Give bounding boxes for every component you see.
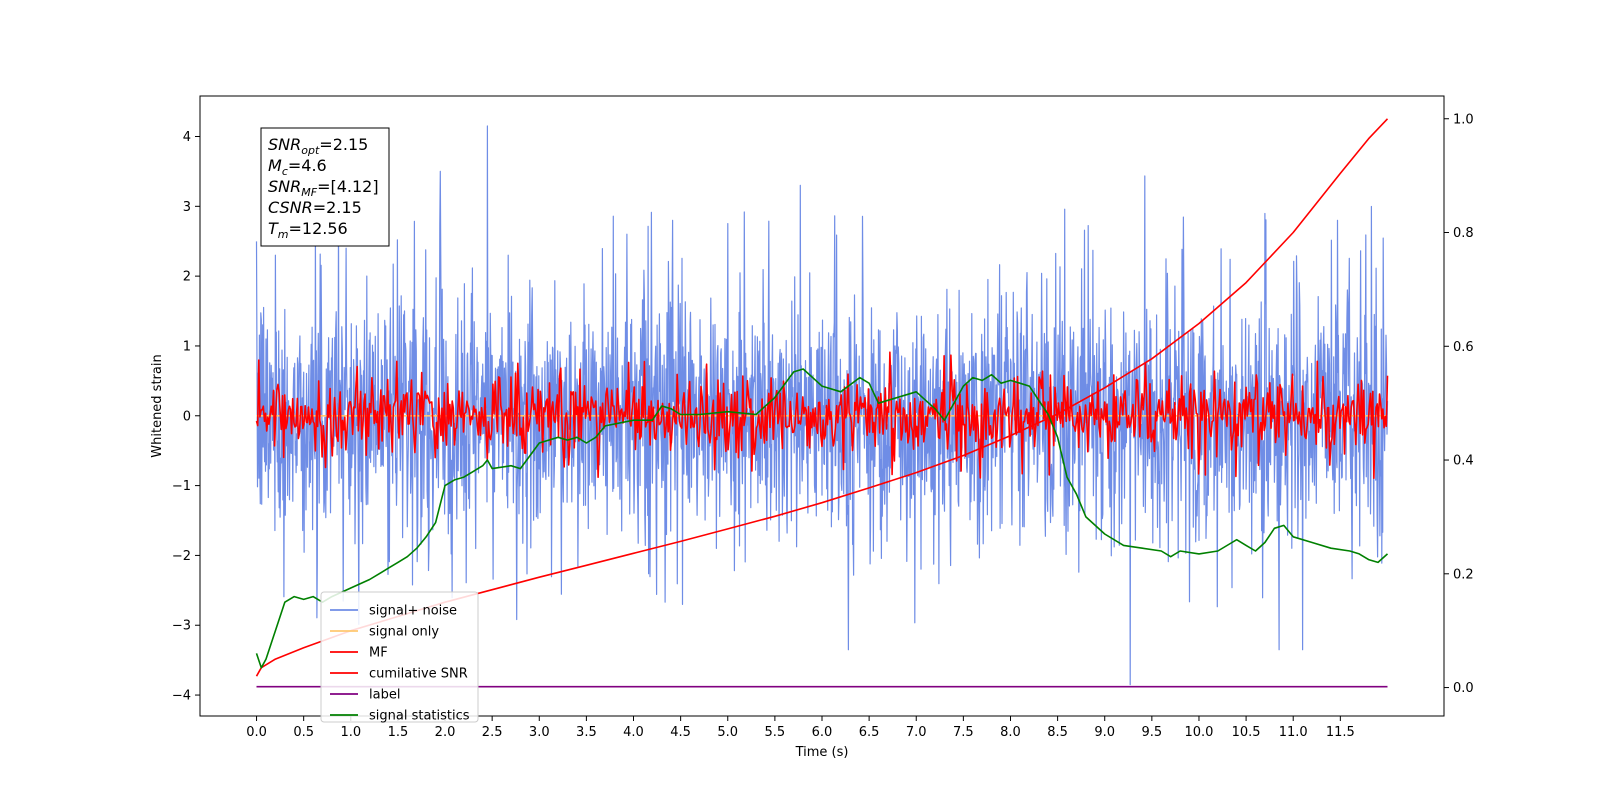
info-line: SNRMF=[4.12] (268, 177, 379, 199)
series-line-mf (255, 351, 1389, 479)
legend-label-signal-statistics: signal statistics (369, 709, 470, 724)
series-line-signal-noise (255, 125, 1389, 686)
x-tick-label: 2.0 (435, 725, 456, 740)
y-axis-right: 0.0 0.2 0.4 0.6 0.8 1.0 (1444, 112, 1474, 696)
legend: signal+ noise signal only MF cumilative SNR… (320, 591, 479, 724)
info-symbol: CSNR (268, 198, 313, 217)
info-subscript: m (278, 228, 289, 241)
x-tick-label: 9.5 (1142, 725, 1163, 740)
info-value: =2.15 (313, 198, 362, 217)
x-axis: 0.0 0.5 1.0 1.5 2.0 2.5 3.0 3.5 4.0 4.5 5.0 5.5 6.0 6… (246, 716, 1355, 740)
y2-tick-label: 1.0 (1453, 112, 1474, 127)
y2-tick-label: 0.4 (1453, 454, 1474, 469)
x-tick-label: 8.0 (1000, 725, 1021, 740)
y-tick-label: 0 (183, 409, 191, 424)
series-line-signal-statistics (255, 368, 1389, 669)
info-symbol: T (268, 219, 279, 238)
x-tick-label: 6.5 (859, 725, 880, 740)
info-line: SNRopt=2.15 (268, 135, 368, 157)
x-tick-label: 6.0 (812, 725, 833, 740)
legend-label-label: label (369, 688, 400, 703)
y2-tick-label: 0.0 (1453, 681, 1474, 696)
y-tick-label: −4 (172, 689, 191, 704)
legend-label-signal-only: signal only (369, 625, 439, 640)
x-tick-label: 4.5 (670, 725, 691, 740)
y-tick-label: 1 (183, 339, 191, 354)
info-line: Tm=12.56 (268, 219, 348, 241)
info-subscript: MF (301, 186, 317, 199)
info-subscript: opt (301, 144, 320, 157)
legend-label-signal-noise: signal+ noise (369, 604, 457, 619)
y-tick-label: −2 (172, 549, 191, 564)
x-tick-label: 2.5 (482, 725, 503, 740)
info-symbol: SNR (268, 177, 301, 196)
y2-tick-label: 0.6 (1453, 340, 1474, 355)
x-tick-label: 8.5 (1047, 725, 1068, 740)
x-tick-label: 9.0 (1094, 725, 1115, 740)
info-value: =4.6 (288, 156, 327, 175)
x-tick-label: 4.0 (623, 725, 644, 740)
info-subscript: c (282, 165, 288, 178)
y-tick-label: 2 (183, 270, 191, 285)
y2-tick-label: 0.8 (1453, 226, 1474, 241)
x-axis-label: Time (s) (795, 745, 849, 760)
info-box-frame (260, 127, 390, 247)
x-tick-label: 7.5 (953, 725, 974, 740)
info-line: Mc=4.6 (268, 156, 327, 178)
y-axis-left: −4 −3 −2 −1 0 1 2 3 4 (172, 130, 200, 704)
x-tick-label: 11.0 (1279, 725, 1308, 740)
x-tick-label: 1.0 (340, 725, 361, 740)
info-box: SNRopt=2.15Mc=4.6SNRMF=[4.12]CSNR=2.15Tm… (260, 127, 390, 247)
y-tick-label: −3 (172, 619, 191, 634)
info-symbol: M (268, 156, 282, 175)
y-tick-label: 4 (183, 130, 191, 145)
info-value: =12.56 (289, 219, 348, 238)
legend-label-cumilative-snr: cumilative SNR (369, 667, 468, 682)
legend-frame (320, 591, 479, 723)
x-tick-label: 7.0 (906, 725, 927, 740)
x-tick-label: 3.5 (576, 725, 597, 740)
info-symbol: SNR (268, 135, 301, 154)
x-tick-label: 0.0 (246, 725, 267, 740)
x-tick-label: 3.0 (529, 725, 550, 740)
y-tick-label: 3 (183, 200, 191, 215)
x-tick-label: 10.5 (1232, 725, 1261, 740)
info-line: CSNR=2.15 (268, 198, 362, 217)
y-axis-label: Whitened strain (150, 354, 165, 457)
info-value: =[4.12] (317, 177, 379, 196)
x-tick-label: 0.5 (293, 725, 314, 740)
x-tick-label: 5.0 (717, 725, 738, 740)
y-tick-label: −1 (172, 479, 191, 494)
x-tick-label: 10.0 (1184, 725, 1213, 740)
x-tick-label: 5.5 (765, 725, 786, 740)
x-tick-label: 11.5 (1326, 725, 1355, 740)
info-value: =2.15 (319, 135, 368, 154)
x-tick-label: 1.5 (388, 725, 409, 740)
y2-tick-label: 0.2 (1453, 567, 1474, 582)
legend-label-mf: MF (369, 646, 388, 661)
